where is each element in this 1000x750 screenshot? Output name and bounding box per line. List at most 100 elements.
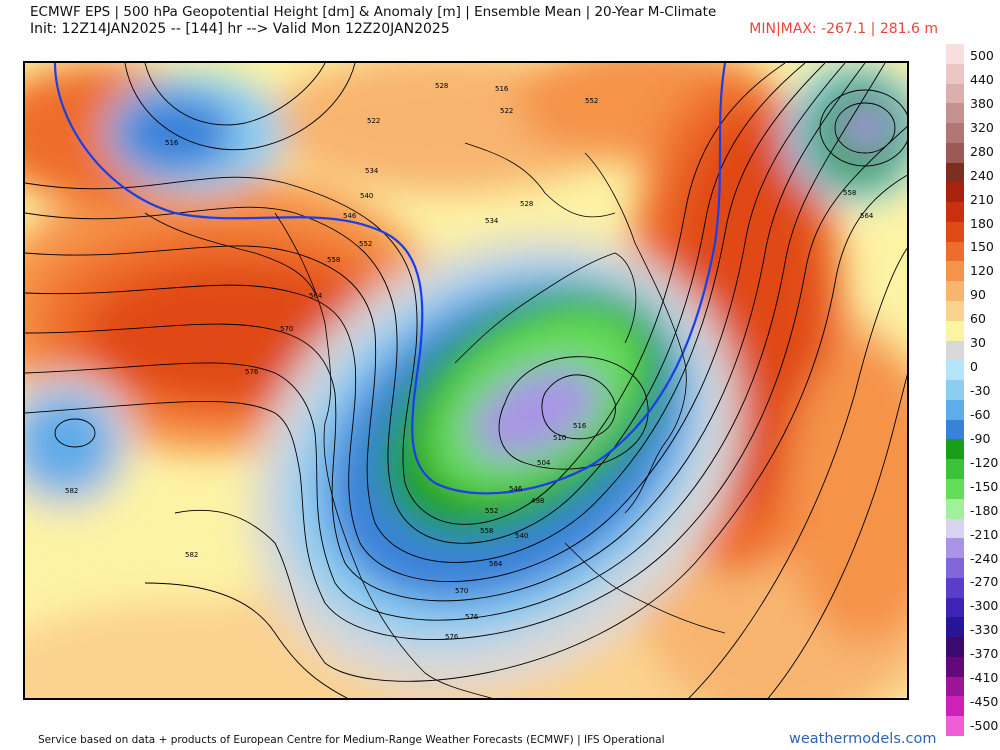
contour-label: 552 bbox=[485, 507, 498, 515]
contour-label: 546 bbox=[343, 212, 357, 220]
contour-label: 528 bbox=[435, 82, 448, 90]
height-contours bbox=[25, 63, 907, 698]
colorbar-swatch bbox=[946, 498, 964, 519]
colorbar-tick-label: -30 bbox=[970, 383, 991, 398]
colorbar-tick-label: 380 bbox=[970, 95, 994, 111]
colorbar-swatch bbox=[946, 63, 964, 85]
contour-labels: 516 522 528 534 540 546 552 558 564 570 576 582 516 5… bbox=[65, 82, 874, 641]
colorbar-tick-label: -500 bbox=[970, 718, 999, 733]
contour-label: 552 bbox=[359, 240, 372, 248]
colorbar-swatch bbox=[946, 637, 964, 658]
colorbar-tick-label: 440 bbox=[970, 71, 994, 87]
contour-label: 522 bbox=[367, 117, 380, 125]
colorbar-tick-label: -60 bbox=[970, 406, 991, 422]
contour-label: 498 bbox=[531, 497, 544, 505]
colorbar-tick-label: 90 bbox=[970, 287, 986, 303]
colorbar-tick-label: -330 bbox=[970, 622, 999, 638]
colorbar-tick-label: -90 bbox=[970, 430, 991, 446]
colorbar-swatch bbox=[946, 320, 964, 342]
contour-label: 558 bbox=[480, 527, 493, 535]
contour-label: 558 bbox=[843, 189, 856, 197]
contour-label: 528 bbox=[520, 200, 533, 208]
contour-label: 510 bbox=[553, 434, 566, 442]
colorbar-tick-label: 210 bbox=[970, 191, 994, 207]
contour-label: 540 bbox=[515, 532, 528, 540]
colorbar-swatch bbox=[946, 142, 964, 164]
contour-label: 516 bbox=[165, 139, 179, 147]
contour-label: 564 bbox=[489, 560, 503, 568]
colorbar-tick-label: 150 bbox=[970, 239, 994, 255]
colorbar-swatch bbox=[946, 221, 964, 243]
colorbar-swatch bbox=[946, 597, 964, 618]
colorbar-swatch bbox=[946, 241, 964, 262]
colorbar-tick-label: -450 bbox=[970, 694, 999, 710]
site-link[interactable]: weathermodels.com bbox=[789, 731, 937, 747]
colorbar-tick-label: -180 bbox=[970, 502, 999, 518]
colorbar-swatch bbox=[946, 83, 964, 104]
contour-label: 552 bbox=[585, 97, 598, 105]
colorbar-swatch bbox=[946, 439, 964, 460]
colorbar-swatch bbox=[946, 696, 964, 717]
colorbar-swatch bbox=[946, 399, 964, 421]
colorbar-swatch bbox=[946, 459, 964, 480]
init-valid-time: Init: 12Z14JAN2025 -- [144] hr --> Valid… bbox=[30, 21, 450, 37]
colorbar-swatch bbox=[946, 617, 964, 638]
contour-label: 564 bbox=[860, 212, 874, 220]
colorbar-tick-label: 280 bbox=[970, 143, 994, 159]
colorbar-swatch bbox=[946, 281, 964, 302]
colorbar-tick-label: -240 bbox=[970, 550, 999, 566]
colorbar bbox=[946, 44, 964, 737]
colorbar-tick-label: 60 bbox=[970, 311, 986, 327]
colorbar-swatch bbox=[946, 380, 964, 401]
colorbar-tick-label: -370 bbox=[970, 646, 999, 662]
colorbar-tick-label: 120 bbox=[970, 263, 994, 279]
colorbar-swatch bbox=[946, 340, 964, 361]
colorbar-swatch bbox=[946, 202, 964, 223]
colorbar-swatch bbox=[946, 419, 964, 440]
contour-label: 570 bbox=[455, 587, 468, 595]
colorbar-swatch bbox=[946, 44, 964, 65]
contour-label: 516 bbox=[573, 422, 587, 430]
weather-map: 516 522 528 534 540 546 552 558 564 570 576 582 516 5… bbox=[25, 63, 907, 698]
colorbar-tick-label: -270 bbox=[970, 574, 999, 590]
contour-label: 576 bbox=[445, 633, 459, 641]
colorbar-tick-label: -410 bbox=[970, 670, 999, 686]
coastlines bbox=[144, 142, 726, 698]
colorbar-tick-label: 240 bbox=[970, 167, 994, 183]
contour-label: 516 bbox=[495, 85, 509, 93]
colorbar-swatch bbox=[946, 360, 964, 381]
anomaly-field bbox=[25, 63, 907, 698]
contour-label: 534 bbox=[365, 167, 379, 175]
colorbar-swatch bbox=[946, 182, 964, 203]
colorbar-swatch bbox=[946, 518, 964, 539]
contour-label: 570 bbox=[280, 325, 293, 333]
colorbar-tick-label: 0 bbox=[970, 359, 978, 375]
contour-label: 558 bbox=[327, 256, 340, 264]
colorbar-swatch bbox=[946, 538, 964, 559]
colorbar-swatch bbox=[946, 123, 964, 144]
colorbar-swatch bbox=[946, 656, 964, 678]
colorbar-tick-label: 500 bbox=[970, 48, 994, 63]
contour-label: 534 bbox=[485, 217, 499, 225]
highlight-contour bbox=[53, 63, 727, 495]
contour-label: 564 bbox=[309, 292, 323, 300]
contour-label: 540 bbox=[360, 192, 373, 200]
map-panel[interactable]: 516 522 528 534 540 546 552 558 564 570 576 582 516 5… bbox=[23, 61, 909, 700]
contour-label: 546 bbox=[509, 485, 523, 493]
colorbar-swatch bbox=[946, 103, 964, 124]
colorbar-swatch bbox=[946, 577, 964, 599]
contour-label: 504 bbox=[537, 459, 551, 467]
colorbar-tick-label: -120 bbox=[970, 454, 999, 470]
colorbar-swatch bbox=[946, 478, 964, 500]
colorbar-swatch bbox=[946, 301, 964, 322]
contour-label: 522 bbox=[500, 107, 513, 115]
contour-label: 582 bbox=[65, 487, 78, 495]
colorbar-swatch bbox=[946, 716, 964, 737]
colorbar-tick-label: 180 bbox=[970, 215, 994, 231]
colorbar-swatch bbox=[946, 261, 964, 282]
colorbar-tick-label: 320 bbox=[970, 119, 994, 135]
min-max-readout: MIN|MAX: -267.1 | 281.6 m bbox=[749, 21, 938, 37]
colorbar-tick-label: -150 bbox=[970, 478, 999, 494]
colorbar-tick-label: -210 bbox=[970, 526, 999, 542]
colorbar-tick-label: -300 bbox=[970, 598, 999, 614]
